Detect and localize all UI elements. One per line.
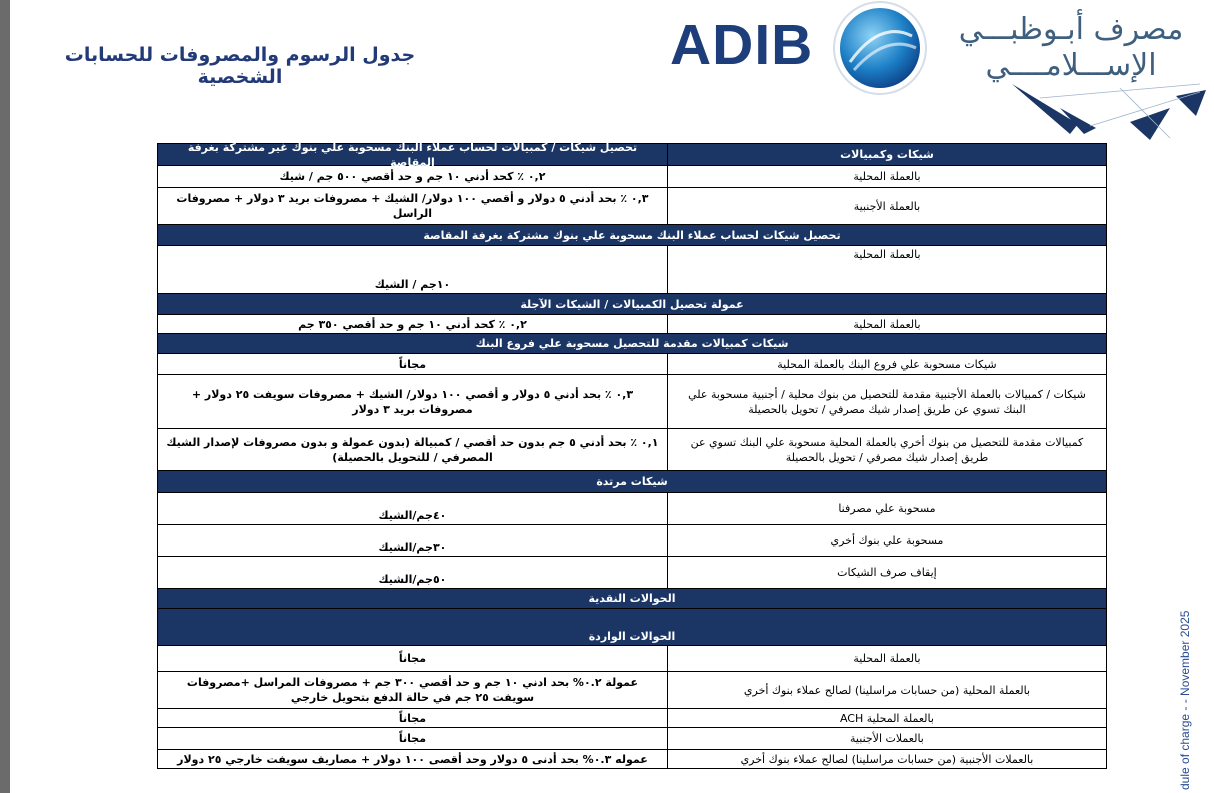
fee-value: ٣٠جم/الشيك xyxy=(158,525,668,556)
section-header: عمولة تحصيل الكمبيالات / الشيكات الآجلة xyxy=(158,294,1106,314)
fee-label: شيكات مسحوبة علي فروع البنك بالعملة المح… xyxy=(777,357,997,371)
table-row: ٠,٣ ٪ بحد أدني ٥ دولار و أقصي ١٠٠ دولار/… xyxy=(157,375,1107,429)
fee-value: ٠,٣ ٪ بحد أدني ٥ دولار و أقصي ١٠٠ دولار/… xyxy=(158,188,668,224)
fee-value: ٤٠جم/الشيك xyxy=(158,493,668,524)
table-row: ٥٠جم/الشيك إيقاف صرف الشيكات xyxy=(157,557,1107,589)
logo-arabic-line: مصرف أبـوظبـــي xyxy=(958,12,1184,47)
side-note: dule of charge - - November 2025 xyxy=(1178,610,1192,790)
table-row: عموله ٠.٣% بحد أدنى ٥ دولار وحد أقصى ١٠٠… xyxy=(157,750,1107,769)
table-row: تحصيل شيكات لحساب عملاء البنك مسحوبة علي… xyxy=(157,225,1107,246)
fee-label: بالعملات الأجنبية (من حسابات مراسلينا) ل… xyxy=(740,752,1034,766)
fee-label: بالعملة المحلية xyxy=(853,652,921,665)
fee-value: ١٠جم / الشيك xyxy=(158,246,668,293)
logo-arabic-line: الإســـلامــــي xyxy=(985,48,1157,83)
section-header: شيكات كمبيالات مقدمة للتحصيل مسحوبة علي … xyxy=(158,334,1106,353)
table-row: ١٠جم / الشيك بالعملة المحلية xyxy=(157,246,1107,294)
fee-value: ٠,٢ ٪ كحد أدني ١٠ جم و حد أقصي ٣٥٠ جم xyxy=(158,315,668,333)
table-row: ٠,٣ ٪ بحد أدني ٥ دولار و أقصي ١٠٠ دولار/… xyxy=(157,188,1107,225)
fee-table: تحصيل شيكات / كمبيالات لحساب عملاء البنك… xyxy=(157,141,1107,769)
fee-value: مجاناً xyxy=(158,646,668,671)
table-row: ٤٠جم/الشيك مسحوبة علي مصرفنا xyxy=(157,493,1107,525)
table-row: الحوالات الواردة xyxy=(157,609,1107,646)
fee-label: بالعملة المحلية xyxy=(853,248,921,261)
table-row: ٠,٢ ٪ كحد أدني ١٠ جم و حد أقصي ٥٠٠ جم / … xyxy=(157,166,1107,188)
section-header: الحوالات النقدية xyxy=(158,589,1106,608)
fee-value: مجاناً xyxy=(158,354,668,374)
fee-value: عموله ٠.٣% بحد أدنى ٥ دولار وحد أقصى ١٠٠… xyxy=(158,750,668,768)
table-row: الحوالات النقدية xyxy=(157,589,1107,609)
fee-label: إيقاف صرف الشيكات xyxy=(837,566,937,579)
fee-value: ٠,٢ ٪ كحد أدني ١٠ جم و حد أقصي ٥٠٠ جم / … xyxy=(158,166,668,187)
fee-label: بالعملة المحلية xyxy=(853,170,921,183)
section-header: تحصيل شيكات لحساب عملاء البنك مسحوبة علي… xyxy=(158,225,1106,245)
fee-label: كمبيالات مقدمة للتحصيل من بنوك أخري بالع… xyxy=(690,435,1084,464)
fee-value: ٥٠جم/الشيك xyxy=(158,557,668,588)
fee-label: بالعملة المحلية ACH xyxy=(839,711,934,725)
fee-label: بالعملة المحلية xyxy=(853,317,921,331)
fee-value: ٠,١ ٪ بحد أدني ٥ جم بدون حد أقصي / كمبيا… xyxy=(158,429,668,470)
fee-label: مسحوبة علي مصرفنا xyxy=(838,502,936,515)
fee-value: ٠,٣ ٪ بحد أدني ٥ دولار و أقصي ١٠٠ دولار/… xyxy=(158,375,668,428)
logo-decoration xyxy=(1012,83,1206,140)
logo-arabic: مصرف أبـوظبـــي الإســـلامــــي xyxy=(940,12,1202,84)
section-header: شيكات مرتدة xyxy=(158,471,1106,492)
fee-value: مجاناً xyxy=(158,728,668,749)
logo-text: ADIB xyxy=(670,13,814,77)
fee-value: عمولة ٠.٢% بحد ادني ١٠ جم و حد أقصي ٣٠٠ … xyxy=(158,672,668,708)
table-row: مجاناً شيكات مسحوبة علي فروع البنك بالعمل… xyxy=(157,354,1107,375)
fee-label: مسحوبة علي بنوك أخري xyxy=(830,534,944,547)
fee-value: تحصيل شيكات / كمبيالات لحساب عملاء البنك… xyxy=(158,141,668,169)
table-row: مجاناً بالعملات الأجنبية xyxy=(157,728,1107,750)
table-row: تحصيل شيكات / كمبيالات لحساب عملاء البنك… xyxy=(157,141,1107,169)
fee-label: بالعملات الأجنبية xyxy=(850,732,924,745)
table-row: مجاناً بالعملة المحلية xyxy=(157,646,1107,672)
table-row: عمولة تحصيل الكمبيالات / الشيكات الآجلة xyxy=(157,294,1107,315)
table-row: عمولة ٠.٢% بحد ادني ١٠ جم و حد أقصي ٣٠٠ … xyxy=(157,672,1107,709)
fee-label: شيكات / كمبيالات بالعملة الأجنبية مقدمة … xyxy=(688,387,1086,416)
side-strip xyxy=(0,0,10,793)
table-row: ٠,٢ ٪ كحد أدني ١٠ جم و حد أقصي ٣٥٠ جم بال… xyxy=(157,315,1107,334)
table-row: ٣٠جم/الشيك مسحوبة علي بنوك أخري xyxy=(157,525,1107,557)
table-row: مجاناً بالعملة المحلية ACH xyxy=(157,709,1107,728)
page-title: جدول الرسوم والمصروفات للحسابات الشخصية xyxy=(64,44,416,88)
fee-label: بالعملة المحلية (من حسابات مراسلينا) لصا… xyxy=(743,683,1031,697)
fee-value: مجاناً xyxy=(158,709,668,727)
table-row: شيكات مرتدة xyxy=(157,471,1107,493)
fee-label: شيكات وكمبيالات xyxy=(667,144,1106,165)
section-header: الحوالات الواردة xyxy=(158,609,1106,645)
logo-emblem xyxy=(833,1,927,95)
table-row: شيكات كمبيالات مقدمة للتحصيل مسحوبة علي … xyxy=(157,334,1107,354)
table-row: ٠,١ ٪ بحد أدني ٥ جم بدون حد أقصي / كمبيا… xyxy=(157,429,1107,471)
fee-label: بالعملة الأجنبية xyxy=(853,199,921,213)
